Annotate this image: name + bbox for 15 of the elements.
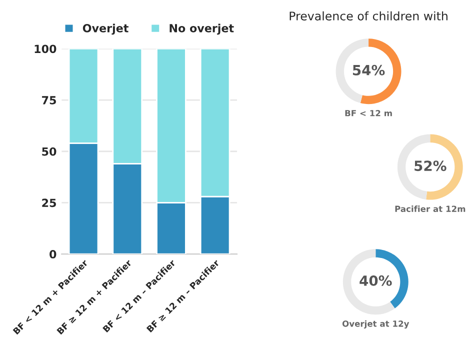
y-tick-label: 50 [42,147,56,156]
legend-label: No overjet [170,24,234,35]
data-label: 54% [352,64,385,76]
legend-label: Overjet [82,24,128,35]
donut-slice [342,249,395,315]
text: Pacifier at 12m [395,206,466,212]
y-tick-label: 0 [50,250,56,258]
text: Overjet at 12y [342,320,410,328]
y-tick-label: 25 [42,198,56,208]
data-label: 52% [414,160,446,172]
data-label: 40% [360,275,392,286]
y-tick-label: 100 [34,44,56,54]
text: BF < 12 m [345,110,392,116]
y-tick-label: 75 [42,96,56,104]
chart-title: Prevalence of children with [290,11,448,20]
